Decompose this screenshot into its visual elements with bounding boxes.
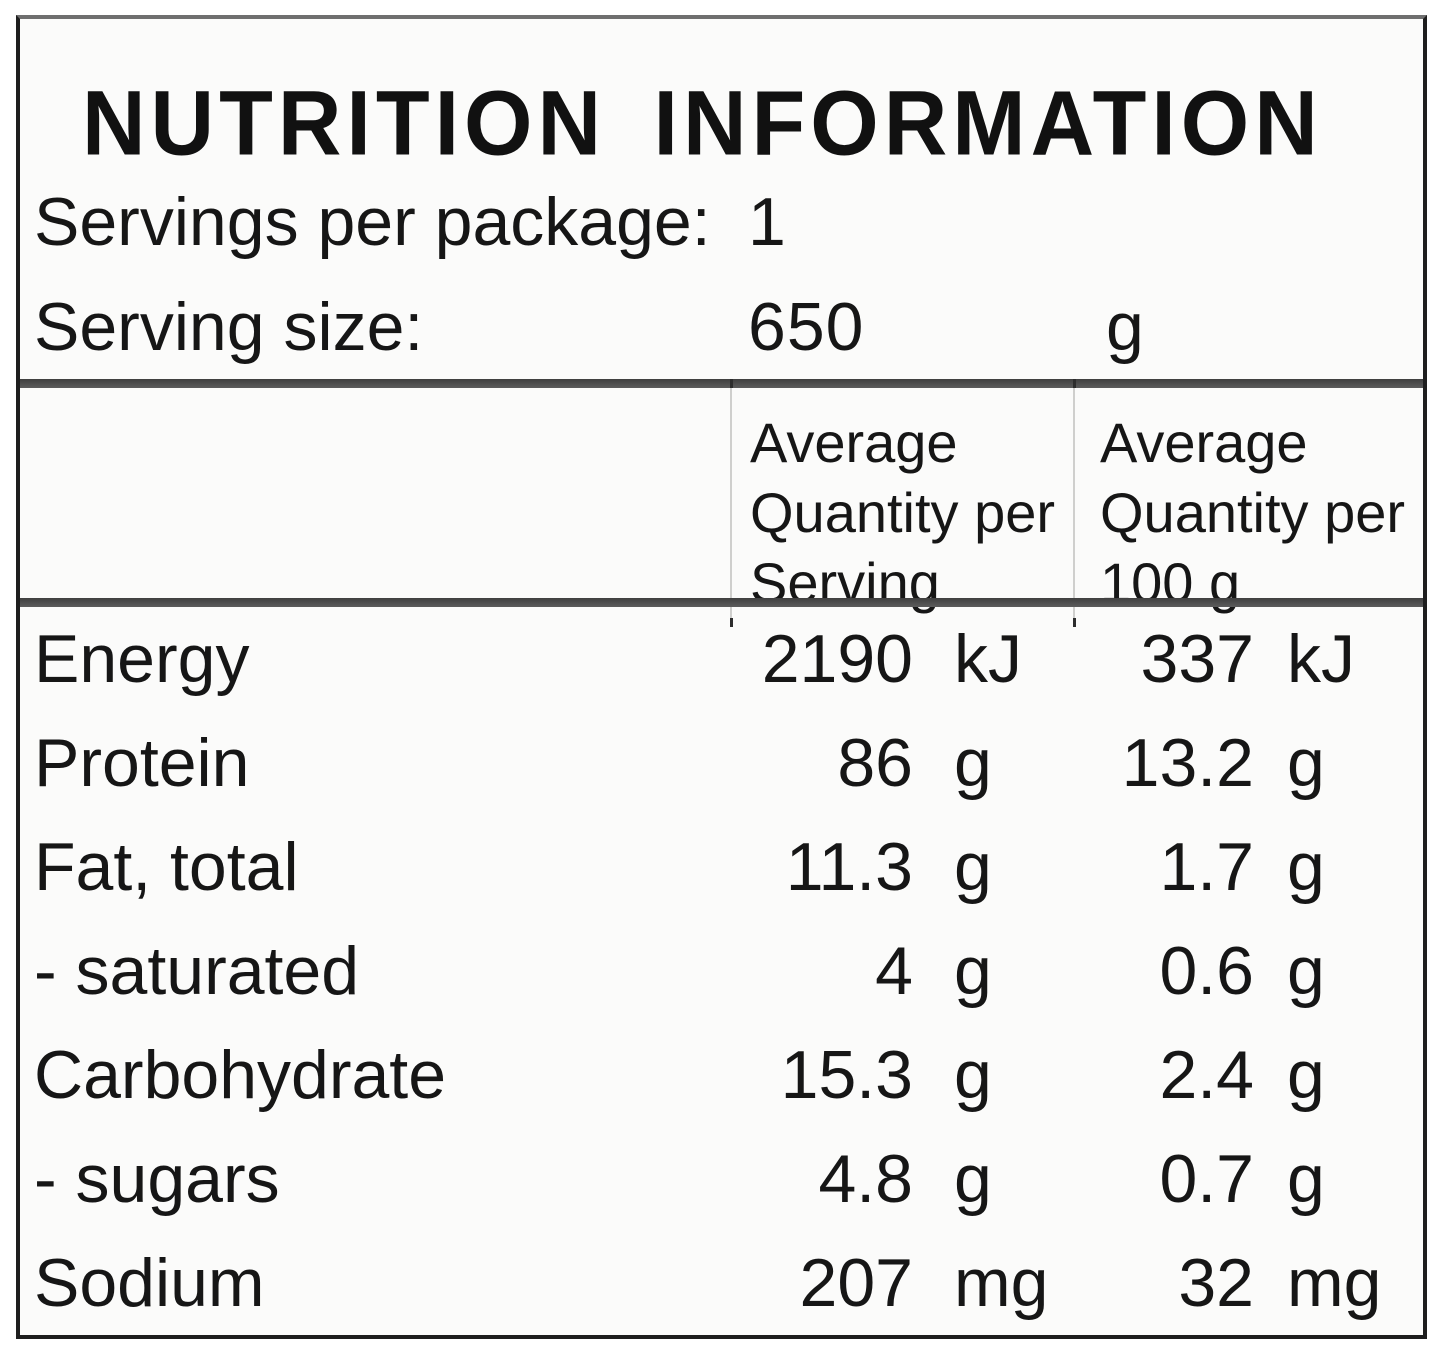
divider-middle — [20, 598, 1423, 607]
title-block: NUTRITION INFORMATION — [20, 19, 1423, 169]
table-row: - saturated 4 g 0.6 g — [20, 919, 1423, 1023]
nutrient-name: - sugars — [34, 1141, 280, 1217]
per-serving-unit: mg — [954, 1245, 1049, 1321]
table-row: Carbohydrate 15.3 g 2.4 g — [20, 1023, 1423, 1127]
serving-size-value: 650 — [748, 288, 865, 365]
nutrient-name: Sodium — [34, 1245, 265, 1321]
per-serving-value: 2190 — [761, 621, 913, 697]
per-100g-unit: mg — [1287, 1245, 1382, 1321]
per-serving-value: 4 — [875, 933, 913, 1009]
per-serving-value: 4.8 — [818, 1141, 913, 1217]
table-header-row: Average Quantity per Serving Average Qua… — [20, 379, 1423, 627]
per-serving-unit: g — [954, 1141, 992, 1217]
serving-size-unit: g — [1106, 288, 1144, 365]
per-serving-unit: g — [954, 933, 992, 1009]
serving-size-label: Serving size: — [34, 288, 424, 365]
per-serving-value: 11.3 — [785, 829, 913, 905]
servings-per-package-value: 1 — [748, 183, 786, 260]
table-row: Fat, total 11.3 g 1.7 g — [20, 815, 1423, 919]
servings-per-package-label: Servings per package: — [34, 183, 711, 260]
per-serving-value: 15.3 — [780, 1037, 913, 1113]
divider-top — [20, 379, 1423, 388]
nutrient-name: Carbohydrate — [34, 1037, 447, 1113]
per-serving-unit: kJ — [954, 621, 1022, 697]
per-100g-value: 1.7 — [1159, 829, 1254, 905]
servings-per-package-row: Servings per package: 1 — [20, 169, 1423, 274]
per-100g-unit: g — [1287, 1141, 1325, 1217]
per-serving-value: 207 — [799, 1245, 913, 1321]
nutrition-label-panel: NUTRITION INFORMATION Servings per packa… — [16, 15, 1427, 1339]
nutrient-name: Fat, total — [34, 829, 299, 905]
serving-size-row: Serving size: 650 g — [20, 274, 1423, 379]
page-title: NUTRITION INFORMATION — [82, 71, 1323, 175]
nutrient-name: Protein — [34, 725, 250, 801]
table-row: - sugars 4.8 g 0.7 g — [20, 1127, 1423, 1231]
per-100g-unit: g — [1287, 1037, 1325, 1113]
header-nutrient-column — [20, 388, 730, 618]
table-row: Protein 86 g 13.2 g — [20, 711, 1423, 815]
per-serving-unit: g — [954, 829, 992, 905]
per-100g-unit: g — [1287, 933, 1325, 1009]
nutrient-name: - saturated — [34, 933, 360, 1009]
per-100g-value: 0.6 — [1159, 933, 1254, 1009]
table-row: Sodium 207 mg 32 mg — [20, 1231, 1423, 1335]
per-100g-unit: g — [1287, 829, 1325, 905]
per-serving-unit: g — [954, 725, 992, 801]
per-serving-unit: g — [954, 1037, 992, 1113]
per-100g-value: 337 — [1140, 621, 1254, 697]
per-100g-value: 13.2 — [1121, 725, 1254, 801]
per-100g-unit: g — [1287, 725, 1325, 801]
nutrient-table-body: Energy 2190 kJ 337 kJ Protein 86 g 13.2 … — [20, 607, 1423, 1335]
per-100g-unit: kJ — [1287, 621, 1355, 697]
per-100g-value: 2.4 — [1159, 1037, 1254, 1113]
nutrient-name: Energy — [34, 621, 250, 697]
header-per-100g-column: Average Quantity per 100 g — [1073, 379, 1423, 627]
per-100g-value: 0.7 — [1159, 1141, 1254, 1217]
table-row: Energy 2190 kJ 337 kJ — [20, 607, 1423, 711]
per-serving-value: 86 — [837, 725, 913, 801]
per-100g-value: 32 — [1178, 1245, 1254, 1321]
header-per-serving-column: Average Quantity per Serving — [730, 379, 1073, 627]
